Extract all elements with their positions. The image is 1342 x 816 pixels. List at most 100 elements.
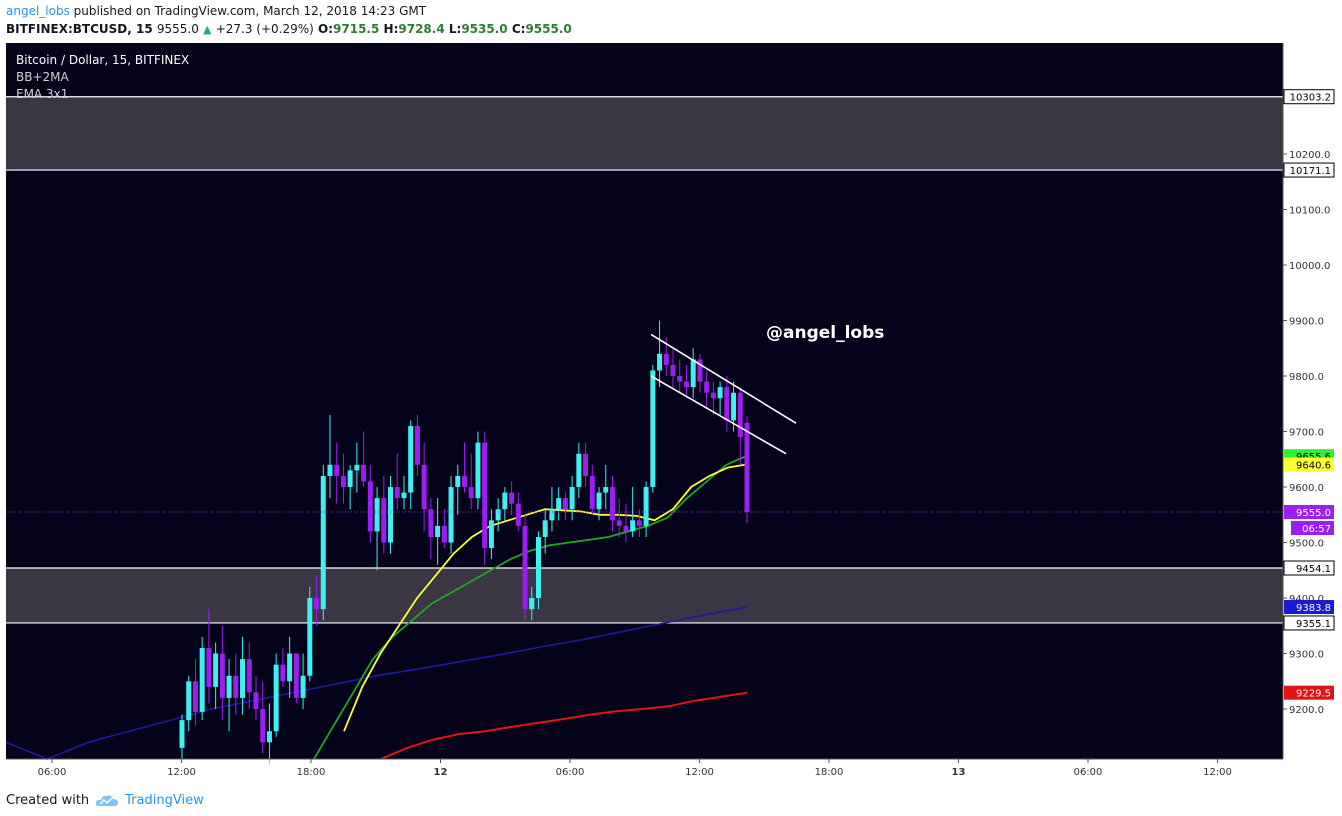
candle[interactable] [636, 520, 642, 526]
candle[interactable] [314, 598, 320, 610]
candle[interactable] [650, 370, 656, 488]
candle[interactable] [603, 487, 609, 493]
ema-yellow-line[interactable] [343, 463, 747, 732]
candle[interactable] [529, 598, 535, 610]
candle[interactable] [260, 709, 266, 743]
candle[interactable] [233, 675, 239, 698]
candle[interactable] [731, 392, 737, 421]
candle[interactable] [462, 475, 467, 488]
candle[interactable] [273, 664, 279, 732]
candle[interactable] [549, 509, 555, 521]
price-label: 9555.0 [1296, 508, 1331, 519]
candle[interactable] [327, 464, 333, 476]
candle[interactable] [589, 475, 595, 510]
candle[interactable] [616, 520, 622, 526]
candle[interactable] [293, 653, 299, 698]
candle[interactable] [186, 681, 192, 721]
candle[interactable] [583, 453, 589, 476]
candle[interactable] [488, 520, 494, 549]
ma-blue-line[interactable] [5, 606, 748, 760]
price-chart[interactable]: Bitcoin / Dollar, 15, BITFINEX BB+2MA EM… [5, 43, 1336, 781]
tradingview-link[interactable]: TradingView [125, 792, 204, 808]
candle[interactable] [388, 487, 394, 543]
candle[interactable] [219, 653, 225, 698]
channel-line-1[interactable] [650, 375, 787, 455]
candle[interactable] [623, 525, 629, 532]
candle[interactable] [509, 492, 515, 504]
chart-area[interactable]: Bitcoin / Dollar, 15, BITFINEX BB+2MA EM… [5, 43, 1336, 781]
candle[interactable] [354, 464, 360, 471]
time-axis[interactable] [6, 759, 1336, 781]
candle[interactable] [643, 487, 649, 526]
candle[interactable] [576, 453, 582, 488]
candle[interactable] [448, 487, 454, 543]
candle[interactable] [320, 475, 326, 610]
candle[interactable] [609, 487, 615, 521]
candle[interactable] [542, 520, 548, 537]
candle[interactable] [657, 353, 663, 371]
candle[interactable] [455, 475, 461, 488]
candle[interactable] [300, 675, 306, 698]
candle[interactable] [266, 731, 272, 743]
candle[interactable] [280, 664, 286, 682]
legend-ema[interactable]: EMA 3x1 [16, 87, 68, 101]
candle[interactable] [367, 481, 373, 532]
candle[interactable] [562, 498, 568, 510]
candle[interactable] [724, 387, 730, 421]
candle[interactable] [468, 487, 474, 499]
channel-line-0[interactable] [650, 333, 797, 424]
candle[interactable] [515, 503, 521, 526]
candle[interactable] [226, 675, 232, 698]
ma-red-line[interactable] [380, 691, 748, 760]
candle[interactable] [596, 492, 602, 510]
candle[interactable] [495, 509, 501, 521]
candle[interactable] [569, 487, 575, 510]
candle[interactable] [206, 647, 212, 687]
candle[interactable] [307, 598, 313, 676]
candle[interactable] [737, 392, 743, 438]
candle[interactable] [670, 364, 676, 377]
legend-bb2ma[interactable]: BB+2MA [16, 70, 70, 84]
candle[interactable] [179, 720, 185, 748]
candle[interactable] [522, 525, 528, 610]
candle[interactable] [347, 470, 353, 488]
candle[interactable] [414, 425, 420, 465]
candle[interactable] [246, 659, 252, 693]
candle[interactable] [428, 509, 434, 537]
candle[interactable] [535, 536, 541, 599]
candle[interactable] [441, 525, 447, 543]
candle[interactable] [677, 376, 683, 382]
candle[interactable] [240, 659, 246, 698]
author-link[interactable]: angel_lobs [6, 4, 70, 18]
candle[interactable] [475, 442, 481, 499]
candle[interactable] [421, 464, 427, 510]
candle[interactable] [556, 498, 562, 510]
candle[interactable] [401, 492, 407, 499]
tradingview-cloud-icon[interactable] [95, 793, 119, 807]
candle[interactable] [394, 487, 400, 499]
candle[interactable] [340, 475, 346, 488]
candle[interactable] [361, 464, 367, 482]
candle[interactable] [744, 422, 750, 513]
candle[interactable] [697, 359, 703, 382]
candle[interactable] [287, 653, 293, 682]
candle[interactable] [408, 425, 414, 493]
candle[interactable] [199, 647, 205, 712]
candle[interactable] [374, 498, 380, 532]
candle[interactable] [704, 381, 710, 393]
candle[interactable] [482, 442, 488, 549]
candle[interactable] [717, 387, 723, 399]
price-axis[interactable] [1283, 43, 1336, 759]
candle[interactable] [683, 381, 689, 388]
candle[interactable] [502, 492, 508, 510]
candle[interactable] [710, 392, 716, 399]
candle[interactable] [334, 464, 340, 476]
candle[interactable] [630, 520, 636, 532]
candle[interactable] [213, 653, 219, 687]
candle[interactable] [663, 353, 669, 365]
candle[interactable] [192, 681, 198, 712]
candle[interactable] [435, 525, 441, 537]
candle[interactable] [381, 498, 387, 543]
candle[interactable] [253, 692, 259, 710]
candle[interactable] [690, 359, 696, 388]
